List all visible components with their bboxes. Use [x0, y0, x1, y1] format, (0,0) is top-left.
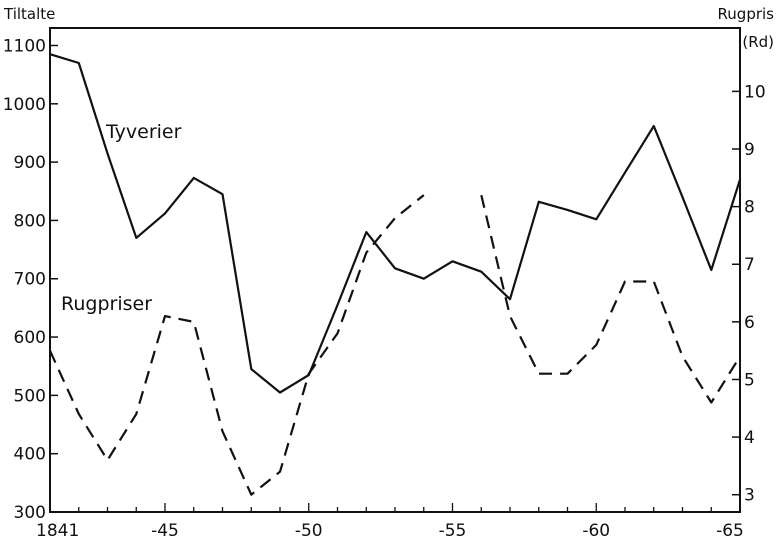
x-tick-label: -45	[151, 521, 179, 541]
series-line-rugpriser-segment-1	[48, 194, 425, 496]
right-tick-label: 3	[744, 486, 755, 506]
x-tick-label: -65	[716, 521, 744, 541]
right-axis-title: Rugpris	[718, 5, 775, 23]
series-line-tyverier	[49, 53, 742, 394]
left-tick-label: 400	[14, 445, 46, 465]
x-tick-label: -55	[439, 521, 467, 541]
left-axis-title: Tiltalte	[3, 5, 55, 23]
x-axis-ticks: 1841 -45 -50 -55 -60 -65	[36, 503, 744, 541]
series-label-rugpriser: Rugpriser	[61, 293, 152, 315]
x-tick-label: 1841	[36, 521, 79, 541]
right-tick-label: 6	[744, 313, 755, 333]
x-tick-label: -50	[295, 521, 323, 541]
left-tick-label: 1100	[3, 36, 46, 56]
left-tick-label: 700	[14, 270, 46, 290]
right-axis-unit: (Rd)	[742, 33, 774, 51]
left-tick-label: 500	[14, 386, 46, 406]
series-label-tyverier: Tyverier	[105, 121, 182, 143]
right-tick-label: 9	[744, 140, 755, 160]
right-tick-label: 7	[744, 255, 755, 275]
right-tick-label: 4	[744, 428, 755, 448]
plot-frame	[49, 27, 741, 513]
right-tick-label: 10	[744, 82, 766, 102]
left-tick-label: 300	[14, 503, 46, 523]
left-tick-label: 900	[14, 153, 46, 173]
left-tick-label: 1000	[3, 95, 46, 115]
series-layer	[48, 53, 742, 496]
left-tick-label: 800	[14, 211, 46, 231]
x-tick-label: -60	[582, 521, 610, 541]
right-tick-label: 8	[744, 198, 755, 218]
series-line-rugpriser-segment-2	[480, 194, 741, 404]
left-tick-label: 600	[14, 328, 46, 348]
right-axis-ticks: 3 4 5 6 7 8 9 10	[732, 82, 766, 506]
left-axis-ticks: 300 400 500 600 700 800 900 1000 1100	[3, 36, 58, 523]
right-tick-label: 5	[744, 370, 755, 390]
